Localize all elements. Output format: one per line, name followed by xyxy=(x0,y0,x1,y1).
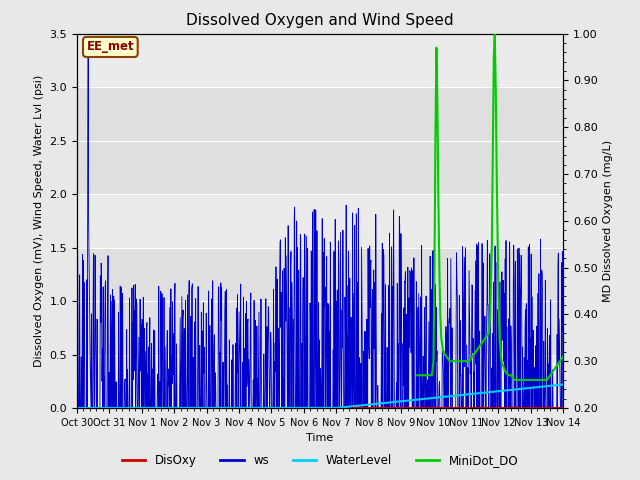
ws xyxy=(138,405,145,411)
ws xyxy=(73,405,81,411)
MiniDot_DO xyxy=(511,377,518,383)
WaterLevel xyxy=(548,383,556,388)
DisOxy xyxy=(474,405,482,411)
ws xyxy=(329,405,337,411)
WaterLevel xyxy=(304,405,312,411)
WaterLevel xyxy=(559,382,567,387)
Text: EE_met: EE_met xyxy=(86,40,134,53)
Bar xyxy=(77,87,563,194)
DisOxy xyxy=(548,405,556,411)
MiniDot_DO xyxy=(465,358,473,364)
Legend: DisOxy, ws, WaterLevel, MiniDot_DO: DisOxy, ws, WaterLevel, MiniDot_DO xyxy=(117,449,523,472)
Line: MiniDot_DO: MiniDot_DO xyxy=(417,34,563,380)
MiniDot_DO xyxy=(537,377,545,383)
WaterLevel xyxy=(73,405,81,411)
MiniDot_DO xyxy=(484,330,492,336)
Title: Dissolved Oxygen and Wind Speed: Dissolved Oxygen and Wind Speed xyxy=(186,13,454,28)
MiniDot_DO xyxy=(559,354,567,360)
MiniDot_DO xyxy=(435,194,442,200)
ws xyxy=(284,223,292,228)
WaterLevel xyxy=(362,402,370,408)
MiniDot_DO xyxy=(440,349,447,355)
DisOxy xyxy=(349,405,356,411)
ws xyxy=(559,324,567,330)
Y-axis label: MD Dissolved Oxygen (mg/L): MD Dissolved Oxygen (mg/L) xyxy=(604,140,613,302)
ws xyxy=(84,52,92,58)
WaterLevel xyxy=(336,405,344,410)
Line: ws: ws xyxy=(77,55,563,408)
DisOxy xyxy=(397,405,405,411)
Line: WaterLevel: WaterLevel xyxy=(77,384,563,408)
WaterLevel xyxy=(307,405,315,411)
DisOxy xyxy=(542,405,550,411)
DisOxy xyxy=(559,405,567,411)
ws xyxy=(339,228,347,233)
X-axis label: Time: Time xyxy=(307,433,333,443)
ws xyxy=(237,405,245,411)
WaterLevel xyxy=(472,391,479,396)
DisOxy xyxy=(457,405,465,411)
DisOxy xyxy=(389,405,397,411)
Y-axis label: Dissolved Oxygen (mV), Wind Speed, Water Lvl (psi): Dissolved Oxygen (mV), Wind Speed, Water… xyxy=(34,75,44,367)
ws xyxy=(156,405,163,411)
MiniDot_DO xyxy=(413,372,421,378)
Bar xyxy=(77,248,563,355)
MiniDot_DO xyxy=(553,363,561,369)
MiniDot_DO xyxy=(491,31,499,36)
